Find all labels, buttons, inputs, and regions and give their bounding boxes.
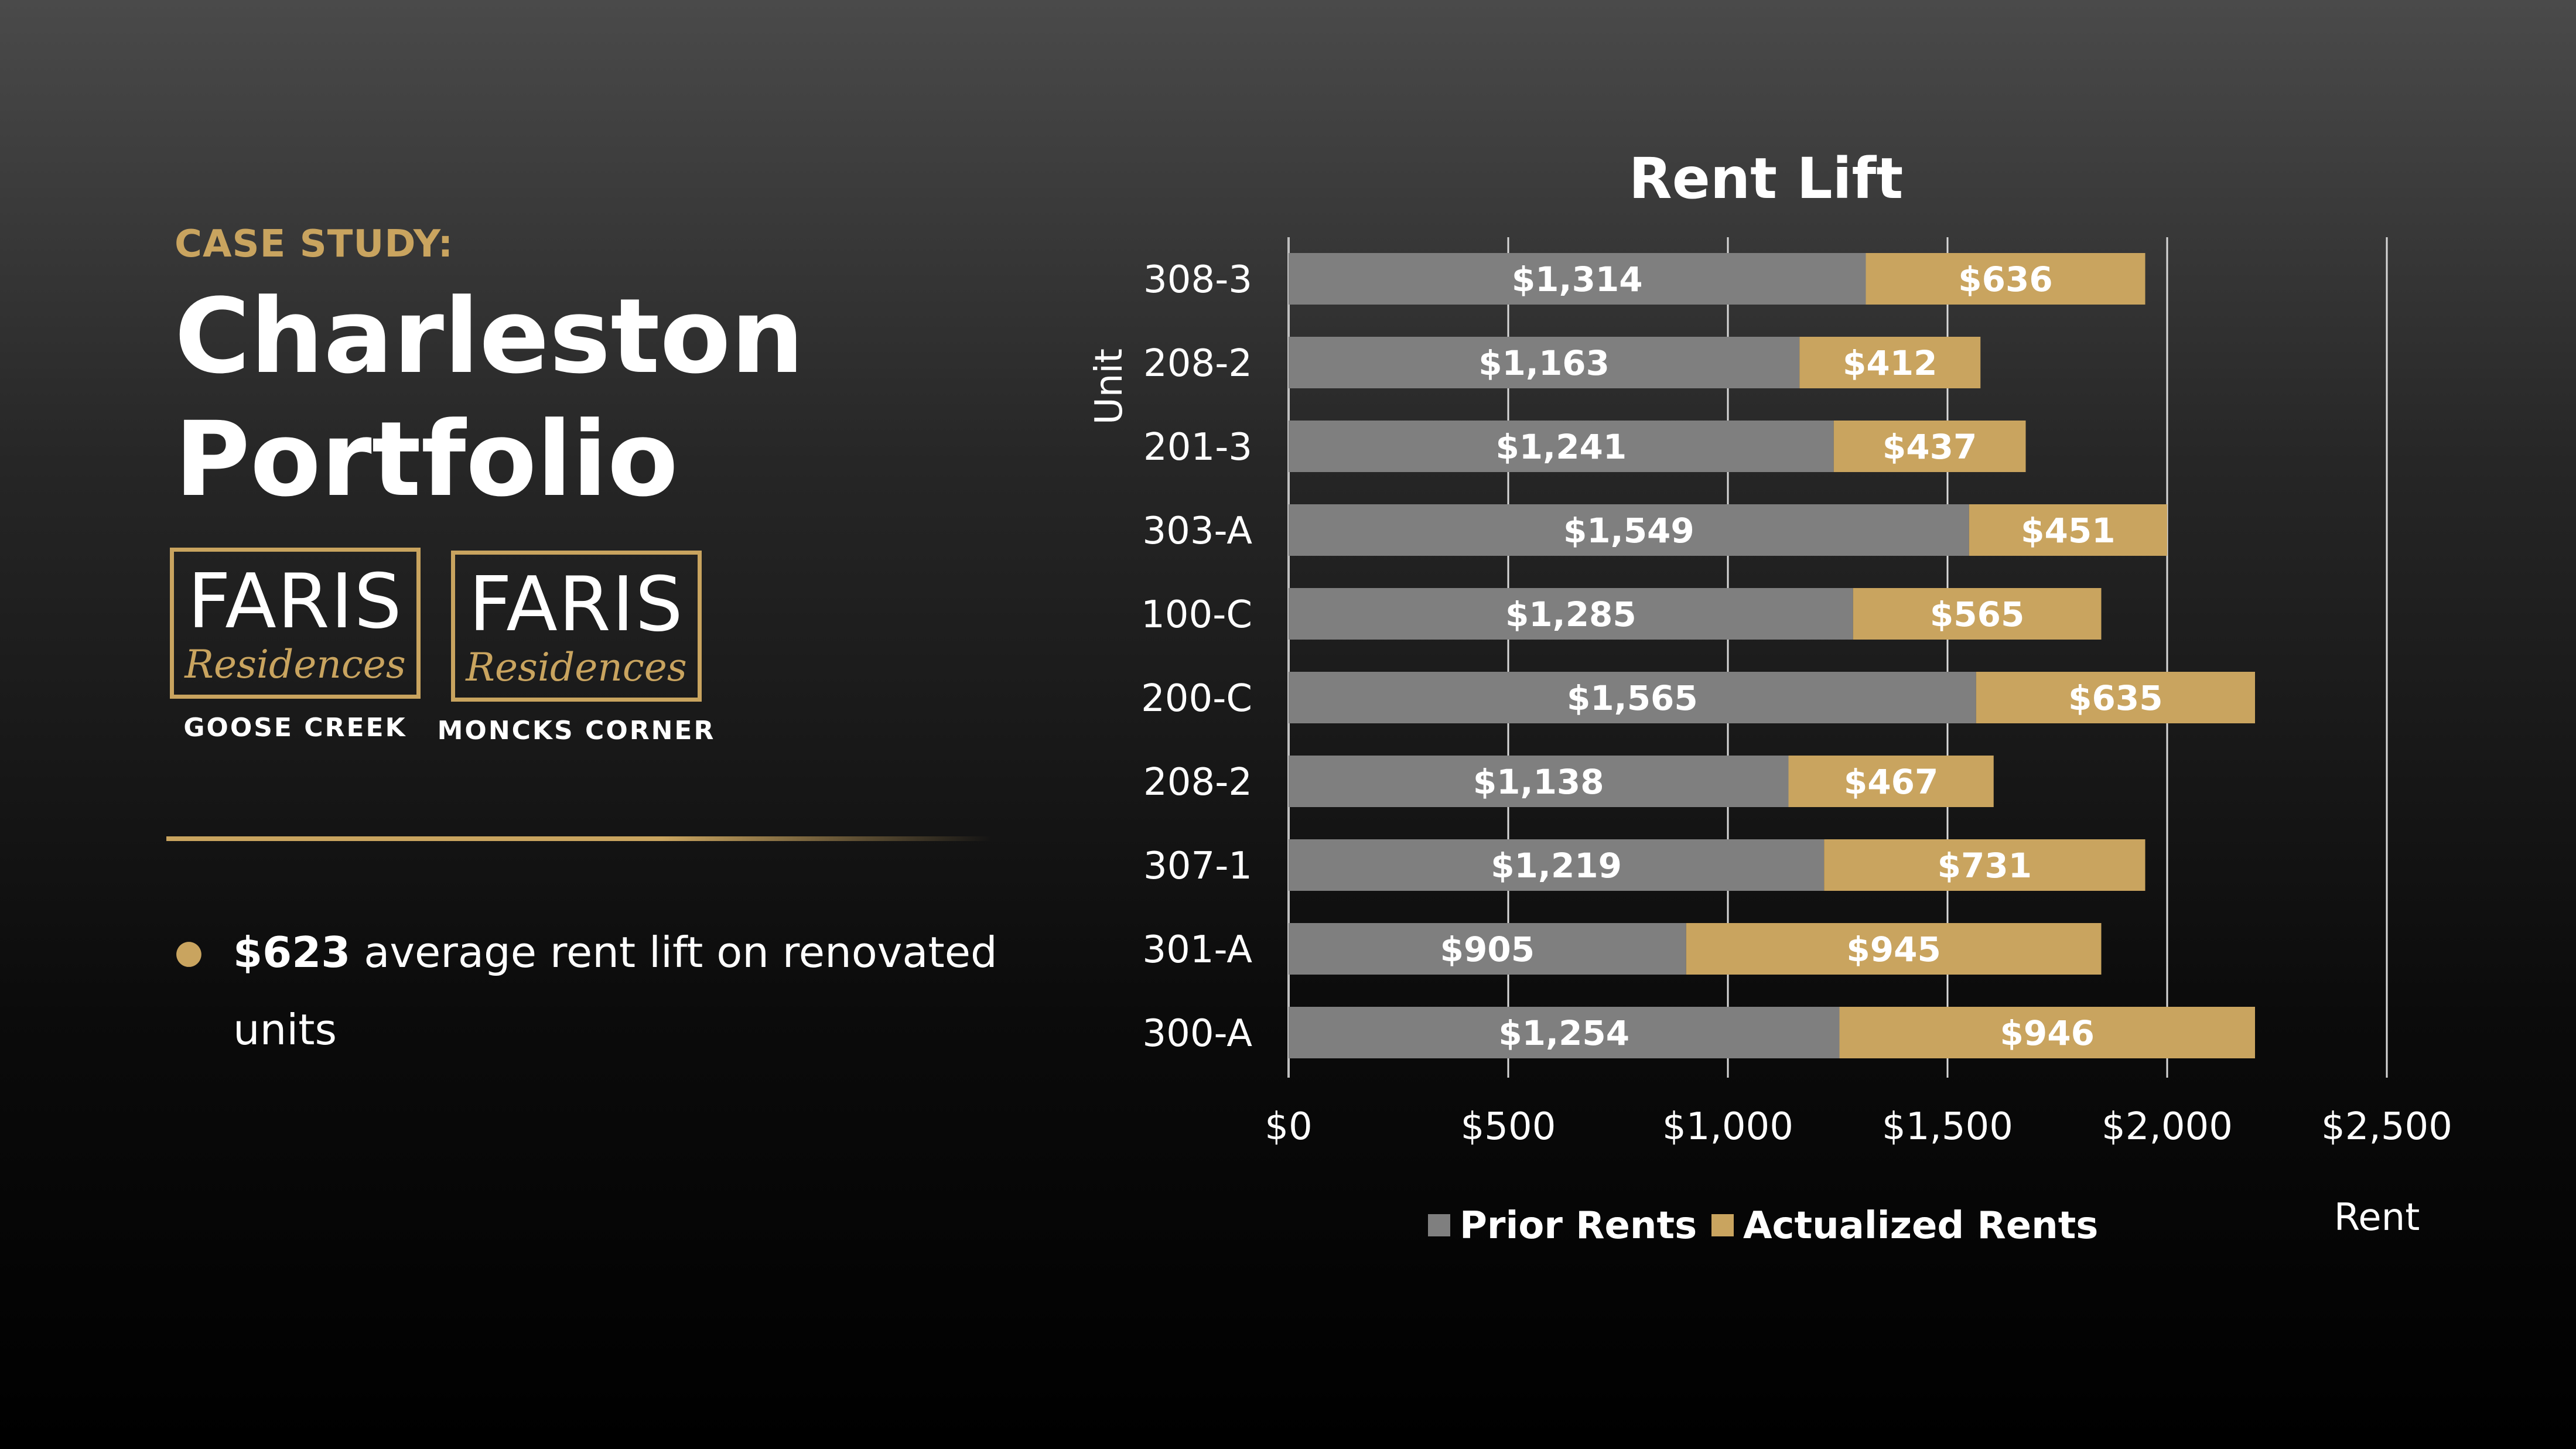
category-label: 201-3: [1143, 426, 1252, 469]
bar-actualized-rent: [1833, 421, 2026, 472]
x-tick-label: $0: [1265, 1105, 1312, 1149]
data-label: $1,138: [1473, 762, 1604, 802]
grid-lines: [1287, 237, 2388, 1078]
bar-prior-rent: [1289, 756, 1789, 807]
legend-swatch: [1428, 1214, 1450, 1236]
x-tick-labels: $0 $500 $1,000 $1,500 $2,000 $2,500: [1265, 1105, 2452, 1149]
legend-label: Actualized Rents: [1743, 1204, 2098, 1248]
category-label: 303-A: [1142, 510, 1252, 553]
x-tick-label: $1,000: [1662, 1105, 1793, 1149]
data-label: $565: [1930, 594, 2024, 634]
data-label: $1,314: [1512, 259, 1643, 299]
x-tick-label: $2,500: [2321, 1105, 2452, 1149]
bar-actualized-rent: [1976, 672, 2255, 723]
data-label: $731: [1938, 846, 2032, 886]
category-label: 307-1: [1143, 845, 1252, 888]
bar-actualized-rent: [1866, 253, 2145, 305]
logo-brand: FARIS: [187, 558, 403, 645]
bar-prior-rent: [1289, 839, 1825, 891]
category-label: 100-C: [1141, 593, 1252, 637]
data-label: $1,565: [1567, 678, 1698, 718]
x-axis-label: Rent: [2334, 1196, 2420, 1239]
data-label: $1,254: [1498, 1013, 1629, 1053]
y-axis-label: Unit: [1088, 348, 1131, 425]
bar-prior-rent: [1289, 1007, 1840, 1058]
data-label: $467: [1844, 762, 1938, 802]
chart-title: Rent Lift: [1629, 146, 1903, 211]
data-label: $1,163: [1478, 343, 1610, 383]
x-tick-label: $1,500: [1882, 1105, 2013, 1149]
logo-brand: FARIS: [469, 561, 684, 648]
data-label: $451: [2021, 511, 2115, 551]
category-label: 200-C: [1141, 677, 1252, 720]
logo-location: GOOSE CREEK: [183, 713, 407, 743]
category-label: 208-2: [1143, 342, 1252, 385]
data-label: $946: [2000, 1013, 2095, 1053]
page-title: Charleston Portfolio: [175, 275, 1053, 521]
data-label: $1,241: [1495, 427, 1627, 467]
category-label: 308-3: [1143, 258, 1252, 302]
data-label: $1,549: [1563, 511, 1694, 551]
bullet-body: average rent lift on renovated units: [233, 928, 997, 1054]
bar-prior-rent: [1289, 588, 1853, 640]
category-labels: 308-3 208-2 201-3 303-A 100-C 200-C 208-2 307-1…: [1141, 258, 1252, 1055]
legend-swatch: [1711, 1214, 1734, 1236]
bar-actualized-rent: [1824, 839, 2145, 891]
bar-actualized-rent: [1788, 756, 1994, 807]
data-label: $1,219: [1491, 846, 1622, 886]
logo-location: MONCKS CORNER: [437, 716, 716, 746]
bar-prior-rent: [1289, 672, 1976, 723]
bar-actualized-rent: [1839, 1007, 2255, 1058]
bar-actualized-rent: [1686, 923, 2102, 975]
bar-prior-rent: [1289, 923, 1686, 975]
bullet-text: $623 average rent lift on renovated unit…: [233, 914, 1024, 1068]
gold-divider: [166, 836, 992, 841]
logo-frame: [170, 548, 421, 699]
bar-actualized-rent: [1853, 588, 2102, 640]
data-label: $905: [1440, 929, 1535, 969]
data-label: $1,285: [1505, 594, 1637, 634]
logo-script: Residences: [466, 645, 687, 690]
x-tick-label: $2,000: [2102, 1105, 2233, 1149]
data-label: $437: [1883, 427, 1977, 467]
title-line-1: Charleston: [175, 276, 804, 397]
category-label: 300-A: [1142, 1012, 1252, 1055]
data-label: $945: [1846, 929, 1940, 969]
bar-actualized-rent: [1969, 504, 2167, 556]
data-label: $412: [1843, 343, 1937, 383]
bullet-highlight: $623: [233, 928, 351, 977]
bar-actualized-rent: [1799, 337, 1981, 388]
x-tick-label: $500: [1461, 1105, 1556, 1149]
logo-frame: [451, 551, 702, 702]
category-label: 301-A: [1142, 928, 1252, 972]
bar-prior-rent: [1289, 421, 1834, 472]
data-label: $635: [2068, 678, 2162, 718]
category-label: 208-2: [1143, 761, 1252, 804]
logo-script: Residences: [185, 642, 406, 687]
data-label: $636: [1958, 259, 2052, 299]
case-study-kicker: CASE STUDY:: [175, 223, 454, 266]
title-line-2: Portfolio: [175, 399, 678, 520]
left-panel: CASE STUDY: Charleston Portfolio FARIS R…: [0, 0, 1054, 1449]
bars: $1,314 $636 $1,163 $412 $1,241 $437 $1,549 $451…: [1289, 253, 2255, 1058]
bar-prior-rent: [1289, 253, 1866, 305]
legend-label: Prior Rents: [1460, 1204, 1697, 1248]
bar-prior-rent: [1289, 504, 1969, 556]
legend: Prior Rents Actualized Rents: [1428, 1204, 2098, 1248]
bar-prior-rent: [1289, 337, 1800, 388]
bullet-dot: ●: [175, 933, 203, 971]
